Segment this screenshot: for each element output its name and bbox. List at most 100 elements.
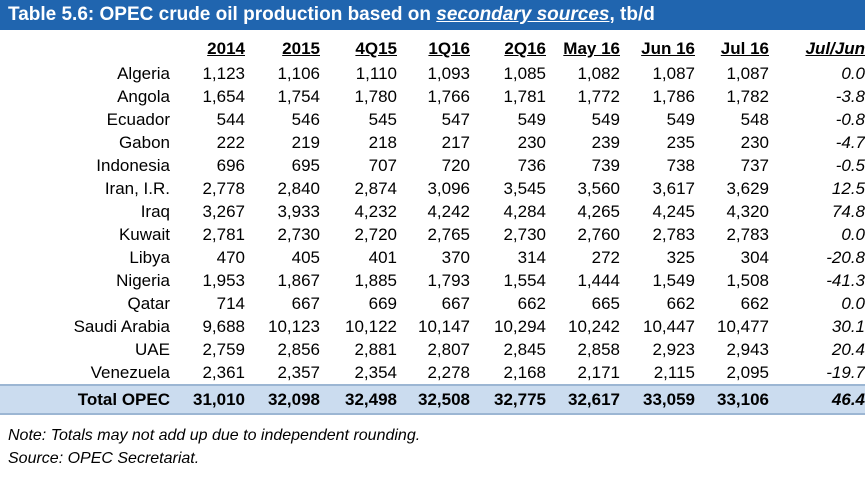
value-cell: 544 [216,110,245,129]
value-cell: 549 [666,110,695,129]
value-cell: 222 [216,133,245,152]
table-row: Gabon 222 219 218 217 230 239 235 230 -4.7 [0,131,865,154]
value-cell: 1,085 [503,64,546,83]
value-cell: 707 [368,156,397,175]
row-label: Total OPEC [0,384,170,415]
value-cell: 2,943 [726,340,769,359]
value-cell: 695 [291,156,320,175]
table-row: Nigeria 1,953 1,867 1,885 1,793 1,554 1,444 1,5… [0,269,865,292]
footnotes: Note: Totals may not add up due to indep… [0,424,865,470]
value-cell: 10,122 [345,317,397,336]
row-label: Angola [117,87,170,106]
value-cell: 1,867 [277,271,320,290]
column-header: 2015 [282,39,320,58]
value-cell: 1,781 [503,87,546,106]
row-label: Ecuador [106,110,170,129]
table-row: Venezuela 2,361 2,357 2,354 2,278 2,168 2,171 2… [0,361,865,384]
value-cell: 470 [216,248,245,267]
table-row: Kuwait 2,781 2,730 2,720 2,765 2,730 2,760 2,78… [0,223,865,246]
value-cell: 549 [517,110,546,129]
value-cell: 325 [666,248,695,267]
value-cell: 219 [291,133,320,152]
value-cell: 20.4 [831,340,865,359]
value-cell: 1,106 [277,64,320,83]
value-cell: 2,171 [577,363,620,382]
note-line: Note: Totals may not add up due to indep… [8,427,421,444]
value-cell: 46.4 [769,384,865,415]
value-cell: 2,168 [503,363,546,382]
row-label: Kuwait [118,225,170,244]
value-cell: 230 [517,133,546,152]
value-cell: 1,082 [577,64,620,83]
value-cell: 10,447 [643,317,695,336]
table-row: Indonesia 696 695 707 720 736 739 738 737 -0.5 [0,154,865,177]
value-cell: 665 [591,294,620,313]
value-cell: 1,508 [726,271,769,290]
value-cell: 401 [368,248,397,267]
value-cell: 3,629 [726,179,769,198]
value-cell: 2,881 [354,340,397,359]
value-cell: 0.0 [841,294,865,313]
table-row: Iraq 3,267 3,933 4,232 4,242 4,284 4,265 4,245 4… [0,200,865,223]
value-cell: -41.3 [826,271,865,290]
value-cell: 217 [441,133,470,152]
value-cell: 2,357 [277,363,320,382]
value-cell: 2,874 [354,179,397,198]
row-label: Nigeria [116,271,170,290]
value-cell: 230 [740,133,769,152]
value-cell: 1,780 [354,87,397,106]
value-cell: 10,123 [268,317,320,336]
value-cell: 667 [291,294,320,313]
value-cell: 720 [441,156,470,175]
value-cell: 1,782 [726,87,769,106]
value-cell: 662 [517,294,546,313]
value-cell: 1,110 [355,64,397,83]
table-row: Libya 470 405 401 370 314 272 325 304 -20.8 [0,246,865,269]
value-cell: -20.8 [826,248,865,267]
value-cell: 1,766 [427,87,470,106]
value-cell: 10,242 [568,317,620,336]
row-label: Gabon [118,133,170,152]
value-cell: 714 [216,294,245,313]
header-row: 2014 2015 4Q15 1Q16 2Q16 May 16 Jun 16 Jul 16 Ju… [0,35,865,62]
value-cell: 1,754 [277,87,320,106]
value-cell: 33,106 [695,384,769,415]
value-cell: 405 [291,248,320,267]
value-cell: 1,953 [202,271,245,290]
value-cell: 2,858 [577,340,620,359]
value-cell: 4,320 [726,202,769,221]
value-cell: 370 [441,248,470,267]
row-label: Qatar [127,294,170,313]
table-row: Iran, I.R. 2,778 2,840 2,874 3,096 3,545 3,560… [0,177,865,200]
value-cell: 2,760 [577,225,620,244]
opec-production-table: 2014 2015 4Q15 1Q16 2Q16 May 16 Jun 16 Jul 16 Ju… [0,35,865,415]
value-cell: 3,267 [202,202,245,221]
value-cell: 32,617 [546,384,620,415]
value-cell: -3.8 [835,87,865,106]
value-cell: 2,845 [503,340,546,359]
value-cell: -4.7 [835,133,865,152]
value-cell: 12.5 [831,179,865,198]
corner-cell [0,35,170,62]
value-cell: 2,778 [202,179,245,198]
value-cell: 31,010 [170,384,245,415]
value-cell: 3,560 [577,179,620,198]
column-header: 2014 [207,39,245,58]
value-cell: 74.8 [831,202,865,221]
title-prefix: Table 5.6: OPEC crude oil production bas… [8,4,437,25]
row-label: UAE [135,340,170,359]
value-cell: 739 [591,156,620,175]
value-cell: 314 [517,248,546,267]
value-cell: 545 [368,110,397,129]
value-cell: -0.5 [835,156,865,175]
value-cell: 2,807 [427,340,470,359]
value-cell: 4,242 [427,202,470,221]
value-cell: 738 [666,156,695,175]
value-cell: 1,087 [726,64,769,83]
value-cell: 547 [441,110,470,129]
value-cell: 737 [740,156,769,175]
value-cell: 30.1 [831,317,865,336]
value-cell: 2,783 [726,225,769,244]
table-title: Table 5.6: OPEC crude oil production bas… [8,4,655,25]
row-label: Iran, I.R. [104,179,170,198]
